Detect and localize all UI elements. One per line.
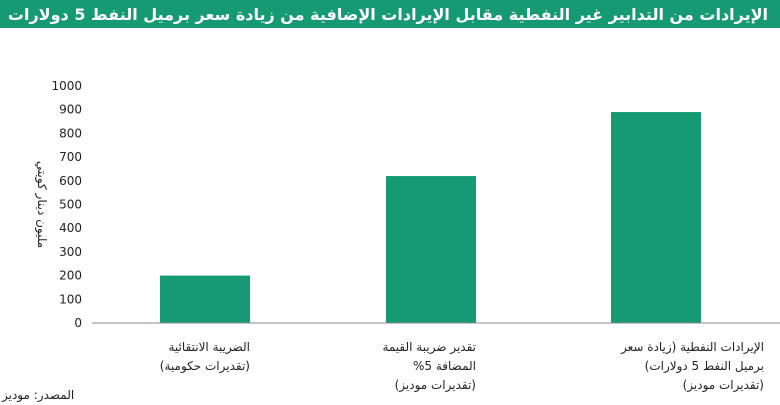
y-tick-label: 800 (59, 126, 82, 140)
x-tick-label: (تقديرات حكومية) (160, 359, 250, 374)
x-tick-label: الإيرادات النفطية (زيادة سعر (620, 340, 764, 355)
y-tick-label: 600 (59, 174, 82, 188)
bar (386, 176, 476, 323)
bar (611, 112, 701, 323)
x-tick-label: (تقديرات موديز) (683, 378, 764, 393)
y-tick-label: 400 (59, 221, 82, 235)
y-axis-label: مليون دينار كويتي (34, 161, 49, 248)
x-tick-label: (تقديرات موديز) (395, 378, 476, 393)
x-tick-label: المضافة 5% (413, 359, 476, 373)
y-tick-label: 200 (59, 269, 82, 283)
y-tick-label: 900 (59, 103, 82, 117)
x-tick-label: تقدير ضريبة القيمة (382, 340, 476, 355)
x-tick-label: برميل النفط 5 دولارات) (645, 359, 764, 374)
y-tick-label: 500 (59, 198, 82, 212)
y-tick-label: 0 (74, 316, 82, 330)
y-tick-label: 700 (59, 150, 82, 164)
y-tick-label: 100 (59, 292, 82, 306)
title-bar: الإيرادات من التدابير غير النفطية مقابل … (0, 0, 780, 28)
y-tick-label: 300 (59, 245, 82, 259)
y-tick-label: 1000 (51, 79, 82, 93)
source-note: المصدر: موديز (2, 388, 75, 402)
chart-title: الإيرادات من التدابير غير النفطية مقابل … (7, 4, 768, 24)
bar (160, 275, 250, 323)
x-tick-label: الضريبة الانتقائية (169, 340, 251, 355)
